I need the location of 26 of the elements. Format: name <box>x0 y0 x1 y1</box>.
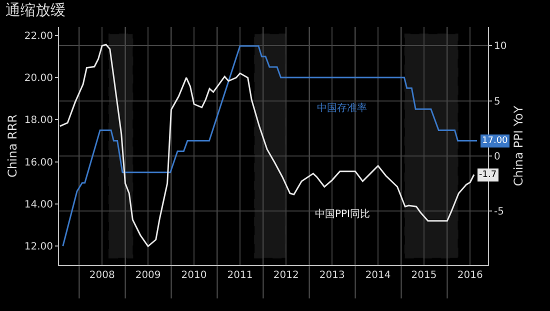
y-tick-label: 20.00 <box>24 73 53 84</box>
chart-title: 通缩放缓 <box>6 1 66 20</box>
x-tick-label: 2010 <box>181 270 207 281</box>
y2-tick-label: 10 <box>494 41 507 52</box>
x-tick-label: 2016 <box>457 270 483 281</box>
x-tick-label: 2008 <box>89 270 115 281</box>
x-tick-label: 2012 <box>273 270 299 281</box>
y-tick-label: 18.00 <box>24 115 53 126</box>
y-tick-label: 14.00 <box>24 199 53 210</box>
x-tick-label: 2014 <box>365 270 391 281</box>
x-tick-label: 2013 <box>319 270 345 281</box>
data-label: 17.00 <box>482 136 508 146</box>
y-axis-title: China RRR <box>6 114 20 178</box>
text: 中国存准率 <box>317 102 367 114</box>
data-label: -1.7 <box>479 170 497 180</box>
y-tick-label: 16.00 <box>24 157 53 168</box>
x-tick-label: 2015 <box>411 270 437 281</box>
x-tick-label: 2009 <box>135 270 161 281</box>
x-tick-label: 2011 <box>227 270 253 281</box>
y2-axis-title: China PPI YoY <box>512 105 526 186</box>
text: 中国PPI同比 <box>315 208 370 220</box>
y2-tick-label: 0 <box>494 151 500 162</box>
y2-tick-label: 5 <box>494 96 500 108</box>
y2-tick-label: -5 <box>494 206 504 218</box>
y-tick-label: 22.00 <box>24 30 53 42</box>
y-tick-label: 12.00 <box>24 242 53 253</box>
